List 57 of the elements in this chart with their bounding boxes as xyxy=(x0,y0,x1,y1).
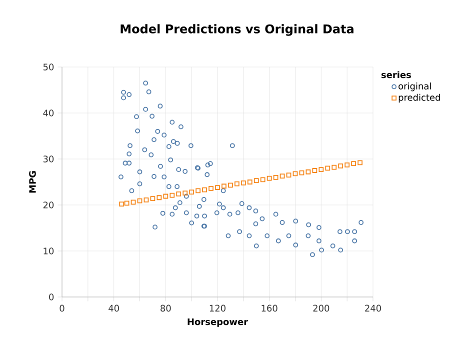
point xyxy=(344,162,350,168)
point xyxy=(176,192,182,196)
legend-label: original xyxy=(398,82,431,92)
point xyxy=(189,190,194,195)
point xyxy=(286,172,292,178)
y-tick-label: 20 xyxy=(43,202,54,208)
y-tick-label: 0 xyxy=(49,294,54,300)
point xyxy=(332,164,337,170)
x-tick-label: 120 xyxy=(210,304,226,312)
point xyxy=(273,174,278,180)
point xyxy=(325,166,330,171)
x-tick-label: 240 xyxy=(365,304,381,312)
x-tick-label: 160 xyxy=(262,304,278,312)
point xyxy=(150,196,156,202)
point xyxy=(247,180,252,184)
legend-label: predicted xyxy=(398,94,440,103)
y-tick-label: 40 xyxy=(43,110,54,116)
point xyxy=(144,197,149,202)
point xyxy=(156,195,162,200)
point xyxy=(306,169,311,174)
point xyxy=(280,174,285,178)
chart-title: Model Predictions vs Original Data xyxy=(120,24,354,36)
y-tick-label: 30 xyxy=(43,156,54,162)
point xyxy=(260,177,266,182)
point xyxy=(240,180,246,186)
point xyxy=(234,181,240,186)
point xyxy=(215,185,220,190)
legend-title: series xyxy=(381,71,411,78)
point xyxy=(338,163,344,168)
point xyxy=(358,160,362,166)
point xyxy=(208,186,214,191)
point xyxy=(202,187,207,192)
point xyxy=(182,190,188,196)
point xyxy=(318,167,324,172)
point xyxy=(292,171,298,176)
x-axis-title: Horsepower xyxy=(188,318,248,327)
point xyxy=(163,194,168,199)
point xyxy=(137,198,142,204)
point xyxy=(254,178,259,184)
point xyxy=(228,182,233,188)
point xyxy=(170,192,175,198)
point xyxy=(299,170,304,176)
x-tick-label: 200 xyxy=(313,304,330,312)
point xyxy=(124,200,130,206)
y-axis-title: MPG xyxy=(29,171,36,193)
point xyxy=(222,184,226,189)
x-tick-label: 40 xyxy=(108,304,119,312)
y-tick-label: 10 xyxy=(44,248,54,254)
point xyxy=(312,168,318,173)
point xyxy=(119,202,124,207)
point xyxy=(130,200,136,205)
y-tick-label: 50 xyxy=(43,64,54,70)
point xyxy=(351,161,356,166)
point xyxy=(196,188,201,194)
x-tick-label: 0 xyxy=(60,304,64,312)
x-tick-label: 80 xyxy=(160,304,171,312)
point xyxy=(266,176,272,181)
